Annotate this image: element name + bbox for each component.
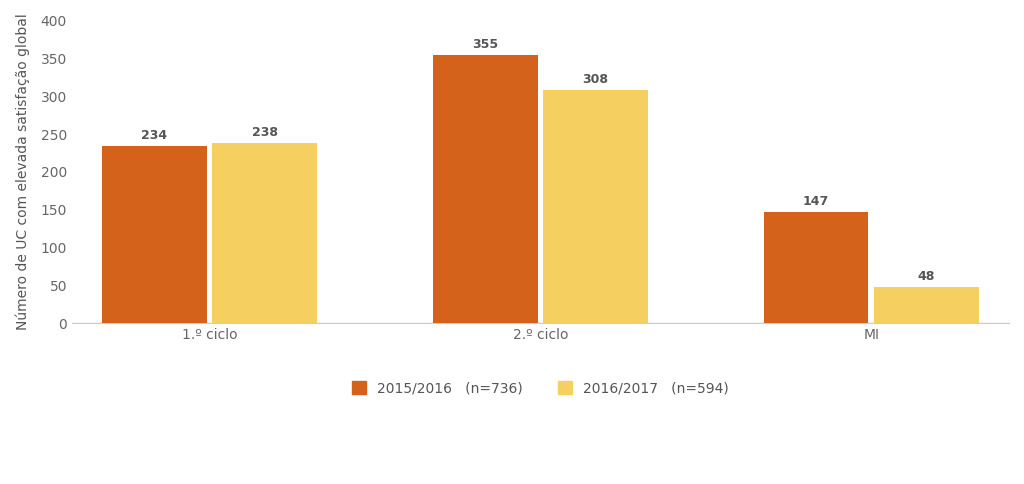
Bar	[102, 146, 207, 323]
Text: 308: 308	[583, 74, 608, 86]
Bar	[212, 143, 317, 323]
Text: 355: 355	[472, 38, 499, 51]
Bar	[543, 90, 648, 323]
Text: 147: 147	[803, 195, 829, 208]
Y-axis label: Número de UC com elevada satisfação global: Número de UC com elevada satisfação glob…	[15, 14, 30, 330]
Text: 238: 238	[252, 126, 278, 139]
Bar	[764, 212, 868, 323]
Legend: 2015/2016   (n=736), 2016/2017   (n=594): 2015/2016 (n=736), 2016/2017 (n=594)	[347, 376, 734, 401]
Text: 234: 234	[141, 129, 168, 142]
Bar	[873, 287, 979, 323]
Bar	[433, 55, 538, 323]
Text: 48: 48	[918, 270, 935, 283]
